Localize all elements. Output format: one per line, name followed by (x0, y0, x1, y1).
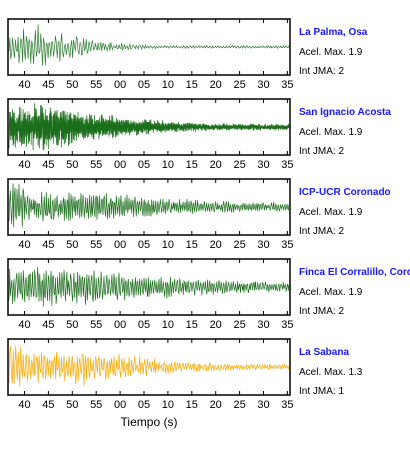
tick-label: 00 (114, 79, 126, 91)
tick-label: 00 (114, 159, 126, 171)
tick-label: 25 (233, 319, 245, 331)
panel-frame (7, 338, 291, 396)
int-jma-text: Int JMA: 2 (299, 66, 344, 77)
tick-label: 45 (42, 79, 54, 91)
station-name: San Ignacio Acosta (299, 107, 391, 118)
tick-label: 05 (138, 239, 150, 251)
tick-label: 10 (162, 319, 174, 331)
tick-label: 30 (257, 159, 269, 171)
tick-label: 35 (281, 159, 293, 171)
station-name: ICP-UCR Coronado (299, 187, 391, 198)
tick-label: 00 (114, 239, 126, 251)
tick-label: 40 (18, 319, 30, 331)
tick-label: 30 (257, 79, 269, 91)
accel-max-text: Acel. Max. 1.9 (299, 127, 363, 138)
panel-frame (7, 18, 291, 76)
tick-label: 35 (281, 79, 293, 91)
accel-max-text: Acel. Max. 1.9 (299, 207, 363, 218)
seismogram-panel: 40 45 50 55 00 05 10 15 20 25 30 35 La Palma, Osa Ace… (7, 18, 368, 91)
tick-label: 10 (162, 399, 174, 411)
waveform-line (8, 345, 290, 387)
accel-max-text: Acel. Max. 1.9 (299, 287, 363, 298)
seismogram-panel: 40 45 50 55 00 05 10 15 20 25 30 35 La Sabana Acel. M… (7, 338, 363, 411)
tick-label: 20 (210, 79, 222, 91)
tick-label: 15 (186, 399, 198, 411)
tick-label: 40 (18, 79, 30, 91)
int-jma-text: Int JMA: 1 (299, 386, 344, 397)
tick-label: 25 (233, 159, 245, 171)
tick-label: 15 (186, 79, 198, 91)
tick-label: 05 (138, 319, 150, 331)
seismogram-panels: 40 45 50 55 00 05 10 15 20 25 30 35 La Palma, Osa Ace… (7, 18, 410, 411)
station-name: La Sabana (299, 347, 349, 358)
waveform-line (8, 267, 290, 307)
station-name: La Palma, Osa (299, 27, 368, 38)
tick-label: 40 (18, 399, 30, 411)
tick-label: 15 (186, 239, 198, 251)
seismogram-panel: 40 45 50 55 00 05 10 15 20 25 30 35 ICP-UCR Coronado… (7, 178, 391, 251)
tick-label: 50 (66, 319, 78, 331)
tick-label: 50 (66, 79, 78, 91)
tick-label: 45 (42, 399, 54, 411)
panel-frame (7, 98, 291, 156)
int-jma-text: Int JMA: 2 (299, 226, 344, 237)
tick-label: 05 (138, 159, 150, 171)
tick-label: 40 (18, 239, 30, 251)
tick-label: 20 (210, 159, 222, 171)
int-jma-text: Int JMA: 2 (299, 146, 344, 157)
int-jma-text: Int JMA: 2 (299, 306, 344, 317)
waveform-line (8, 183, 290, 228)
tick-label: 30 (257, 319, 269, 331)
tick-label: 35 (281, 319, 293, 331)
tick-label: 20 (210, 319, 222, 331)
waveform-line (8, 24, 290, 67)
tick-label: 45 (42, 159, 54, 171)
tick-label: 15 (186, 319, 198, 331)
panel-frame (7, 258, 291, 316)
tick-label: 55 (90, 399, 102, 411)
tick-label: 35 (281, 239, 293, 251)
tick-label: 50 (66, 159, 78, 171)
tick-label: 15 (186, 159, 198, 171)
seismogram-panel: 40 45 50 55 00 05 10 15 20 25 30 35 San Ignacio Acos… (7, 98, 391, 171)
waveform-line (8, 103, 290, 151)
tick-label: 25 (233, 399, 245, 411)
tick-label: 05 (138, 399, 150, 411)
tick-label: 30 (257, 399, 269, 411)
tick-label: 55 (90, 239, 102, 251)
tick-label: 45 (42, 239, 54, 251)
station-name: Finca El Corralillo, Coronado (299, 267, 410, 278)
tick-label: 25 (233, 239, 245, 251)
tick-label: 35 (281, 399, 293, 411)
tick-label: 20 (210, 239, 222, 251)
tick-label: 55 (90, 79, 102, 91)
tick-label: 40 (18, 159, 30, 171)
tick-label: 10 (162, 239, 174, 251)
tick-label: 55 (90, 319, 102, 331)
accel-max-text: Acel. Max. 1.3 (299, 367, 363, 378)
tick-label: 25 (233, 79, 245, 91)
tick-label: 30 (257, 239, 269, 251)
tick-label: 05 (138, 79, 150, 91)
tick-label: 10 (162, 79, 174, 91)
seismogram-panel: 40 45 50 55 00 05 10 15 20 25 30 35 Finca El Corrali… (7, 258, 410, 331)
tick-label: 00 (114, 319, 126, 331)
tick-label: 00 (114, 399, 126, 411)
tick-label: 10 (162, 159, 174, 171)
panel-frame (7, 178, 291, 236)
tick-label: 45 (42, 319, 54, 331)
tick-label: 50 (66, 399, 78, 411)
accel-max-text: Acel. Max. 1.9 (299, 47, 363, 58)
tick-label: 55 (90, 159, 102, 171)
tick-label: 50 (66, 239, 78, 251)
x-axis-title: Tiempo (s) (121, 415, 178, 429)
tick-label: 20 (210, 399, 222, 411)
